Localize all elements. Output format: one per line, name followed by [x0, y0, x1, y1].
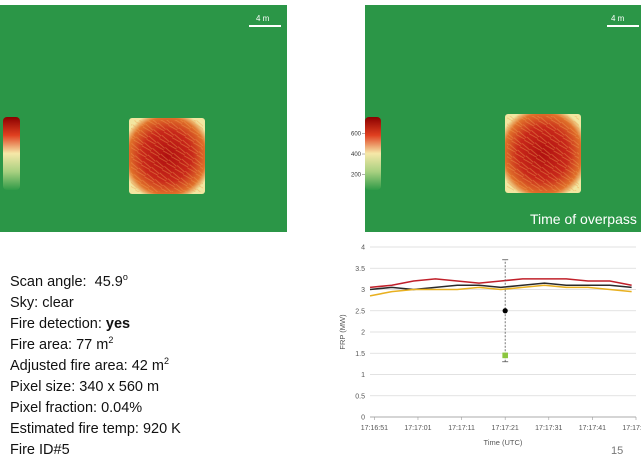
y-tick-label: 2.5 [355, 308, 365, 315]
y-tick-label: 0.5 [355, 393, 365, 400]
thermal-image [365, 5, 641, 232]
colorbar-tick-label: 400 [351, 152, 362, 158]
info-bold: yes [105, 316, 131, 332]
info-line: Sky: clear [10, 293, 181, 314]
y-tick-label: 0 [361, 415, 365, 422]
colorbar-tick-label: 200 [351, 173, 362, 179]
series-line [369, 284, 632, 297]
scale-label: 4 m [256, 14, 270, 23]
info-sup: 2 [108, 335, 114, 345]
y-tick-label: 1 [361, 372, 365, 379]
info-line: Fire area: 77 m2 [10, 335, 181, 356]
info-line: Adjusted fire area: 42 m2 [10, 356, 181, 377]
thermal-image [0, 5, 287, 232]
point [502, 308, 508, 314]
info-sup: 2 [163, 356, 169, 366]
x-tick-label: 17:17:41 [579, 425, 606, 432]
info-text: Adjusted fire area: 42 m [10, 358, 164, 374]
y-axis-label: FRP (MW) [338, 314, 347, 350]
info-text: Sky: clear [10, 295, 74, 311]
x-tick-label: 17:17:21 [492, 425, 519, 432]
scale-label: 4 m [611, 14, 625, 23]
point [502, 352, 508, 359]
image-caption: Time of overpass [530, 211, 637, 227]
fire-info: Scan angle: 45.9o Sky: clear Fire detectio… [10, 272, 181, 461]
info-text: Scan angle: 45.9 [10, 274, 123, 290]
y-tick-label: 3.5 [355, 266, 365, 273]
info-line: Estimated fire temp: 920 K [10, 419, 181, 440]
x-tick-label: 17:17:31 [535, 425, 562, 432]
x-tick-label: 17:17:11 [448, 425, 475, 432]
page-number: 15 [611, 445, 623, 456]
series-line [369, 278, 632, 289]
colorbar-tick-label: 600 [351, 131, 362, 137]
y-tick-label: 4 [361, 245, 365, 252]
info-text: Fire ID#5 [10, 442, 70, 458]
info-line: Fire ID#5 [10, 440, 181, 461]
info-text: Pixel fraction: 0.04% [10, 400, 143, 416]
x-tick-label: 17:17:51 [622, 425, 641, 432]
info-text: Fire area: 77 m [10, 337, 109, 353]
info-line: Pixel size: 340 x 560 m [10, 377, 181, 398]
info-text: Fire detection: [10, 316, 106, 332]
info-sup: o [122, 272, 128, 282]
y-tick-label: 1.5 [355, 351, 365, 358]
y-tick-label: 2 [361, 330, 365, 337]
info-line: Pixel fraction: 0.04% [10, 398, 181, 419]
info-text: Estimated fire temp: 920 K [10, 421, 181, 437]
info-line: Scan angle: 45.9o [10, 272, 181, 293]
x-axis-label: Time (UTC) [484, 438, 523, 447]
y-tick-label: 3 [361, 287, 365, 294]
info-text: Pixel size: 340 x 560 m [10, 379, 160, 395]
info-line: Fire detection: yes [10, 314, 181, 335]
x-tick-label: 17:17:01 [404, 425, 431, 432]
x-tick-label: 17:16:51 [361, 425, 388, 432]
